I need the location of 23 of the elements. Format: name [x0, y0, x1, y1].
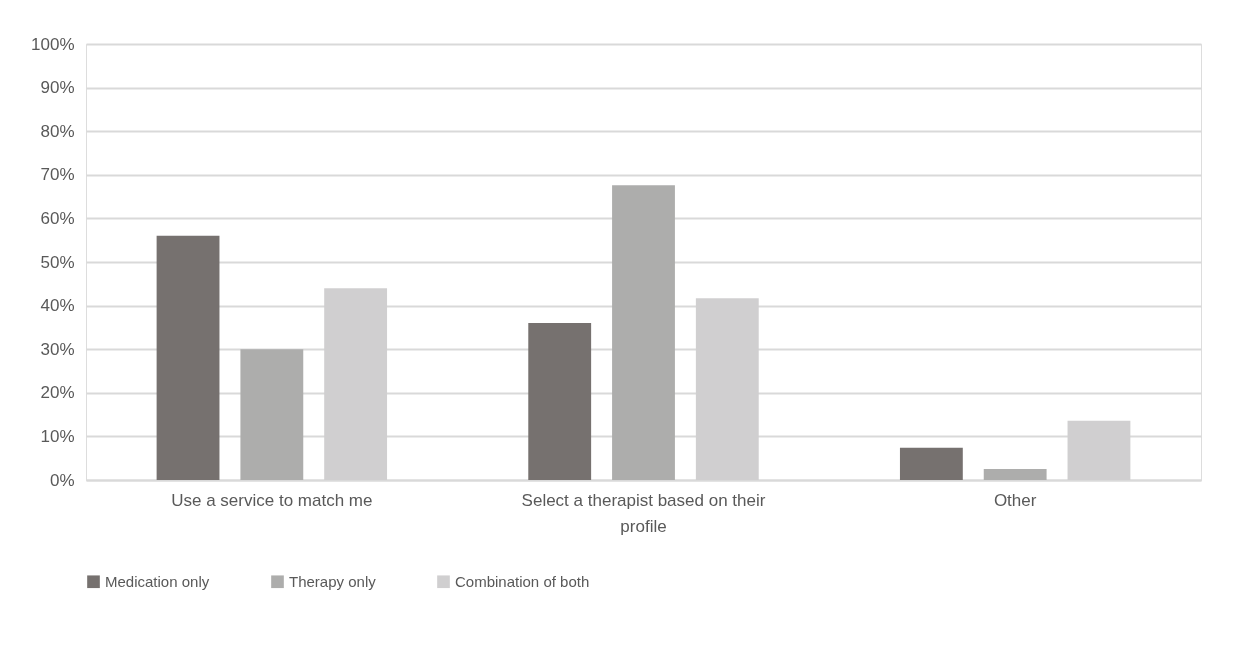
x-tick-label: Other — [993, 490, 1037, 510]
bar — [240, 349, 304, 480]
y-tick-label: 100% — [31, 34, 75, 54]
legend-label: Medication only — [105, 572, 210, 590]
bar — [899, 447, 963, 480]
x-tick-label: Use a service to match me — [171, 490, 373, 510]
y-tick-label: 0% — [49, 470, 75, 490]
y-tick-label: 50% — [40, 252, 75, 272]
y-tick-label: 90% — [40, 78, 75, 98]
bar — [528, 323, 592, 480]
legend-label: Combination of both — [455, 572, 590, 590]
y-tick-label: 40% — [40, 296, 75, 316]
y-tick-label: 80% — [40, 121, 75, 141]
y-tick-label: 30% — [40, 339, 75, 359]
bar — [612, 185, 675, 480]
y-tick-label: 10% — [40, 426, 75, 446]
y-tick-label: 20% — [40, 383, 75, 403]
y-tick-label: 70% — [40, 165, 75, 185]
y-tick-label: 60% — [40, 208, 75, 228]
bar — [983, 469, 1047, 480]
bar — [156, 235, 220, 480]
x-tick-label: Select a therapist based on their profile — [521, 490, 766, 536]
legend-label: Therapy only — [289, 572, 377, 590]
